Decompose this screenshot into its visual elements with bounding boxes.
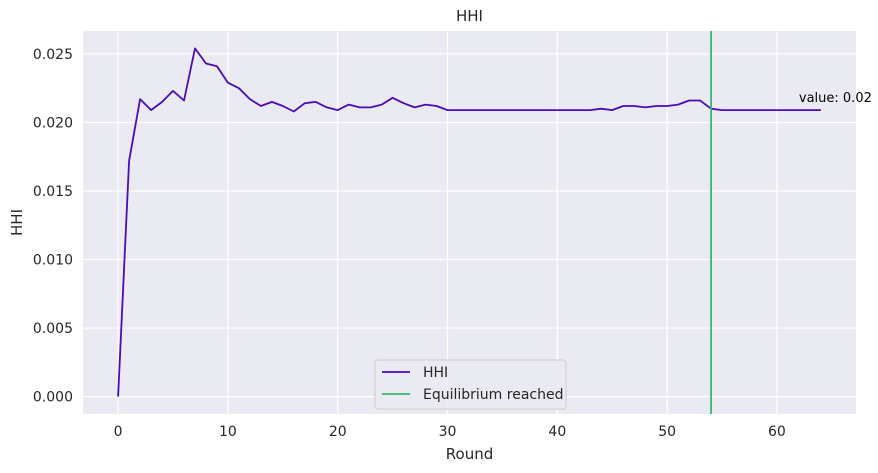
- plot-area: [83, 31, 856, 414]
- x-axis-ticks: 0 10 20 30 40 50 60: [114, 424, 786, 440]
- chart-title: HHI: [456, 7, 483, 25]
- y-tick-label: 0.015: [33, 184, 73, 200]
- y-tick-label: 0.025: [33, 47, 73, 63]
- legend-box: [374, 359, 567, 410]
- x-tick-label: 20: [329, 424, 347, 440]
- x-tick-label: 0: [114, 424, 123, 440]
- x-axis-label: Round: [446, 445, 493, 463]
- value-annotation: value: 0.02: [799, 91, 872, 106]
- y-tick-label: 0.010: [33, 253, 73, 269]
- x-tick-label: 60: [768, 424, 786, 440]
- y-axis-ticks: 0.000 0.005 0.010 0.015 0.020 0.025: [33, 47, 73, 406]
- y-tick-label: 0.005: [33, 321, 73, 337]
- series-line-hhi: [117, 47, 821, 397]
- x-tick-label: 50: [658, 424, 676, 440]
- x-tick-label: 10: [219, 424, 237, 440]
- grid-lines: [83, 31, 856, 414]
- legend: HHI Equilibrium reached: [374, 359, 567, 410]
- series-layer: [117, 47, 821, 397]
- x-tick-label: 30: [439, 424, 457, 440]
- x-tick-label: 40: [548, 424, 566, 440]
- y-tick-label: 0.000: [33, 390, 73, 406]
- y-tick-label: 0.020: [33, 115, 73, 131]
- y-axis-label: HHI: [8, 209, 26, 236]
- legend-label-equilibrium: Equilibrium reached: [423, 387, 563, 403]
- legend-label-hhi: HHI: [423, 365, 448, 381]
